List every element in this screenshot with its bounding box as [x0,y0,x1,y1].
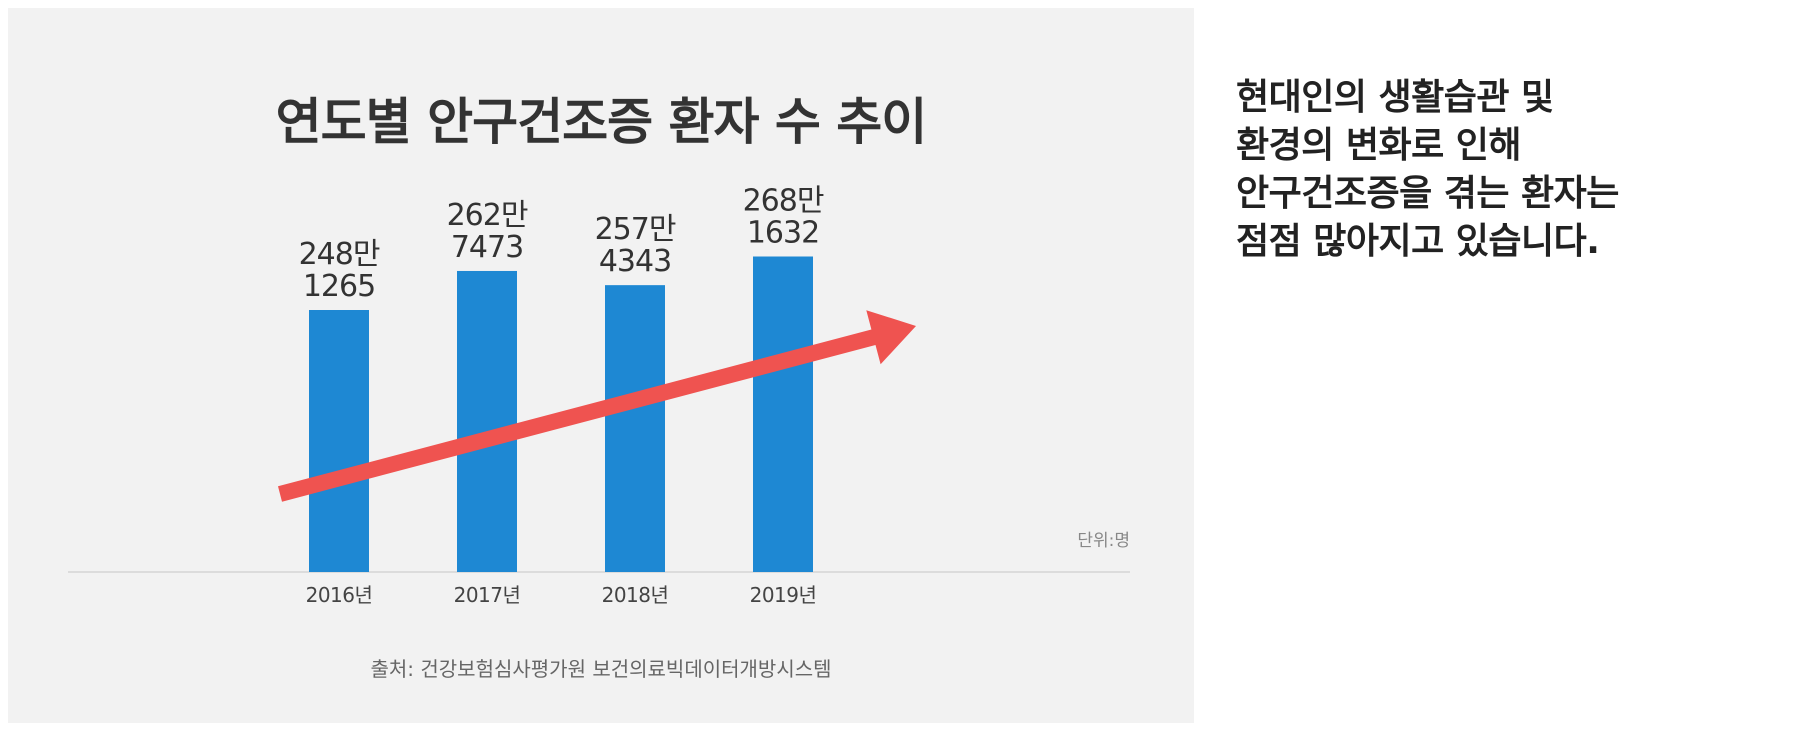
x-tick-label: 2018년 [602,583,669,607]
data-label-line1: 262만 [447,198,528,233]
data-label-line2: 4343 [599,244,671,279]
bar-2016년 [309,310,369,572]
chart-panel: 연도별 안구건조증 환자 수 추이 248만 1265 2016년 262만 7473 2… [8,8,1194,723]
description-line-4: 점점 많아지고 있습니다. [1236,221,1600,262]
x-tick-label: 2019년 [750,583,817,607]
description-text: 현대인의 생활습관 및 환경의 변화로 인해 안구건조증을 겪는 환자는 점점 … [1236,74,1756,266]
bar-2018년 [605,285,665,572]
x-tick-label: 2017년 [454,583,521,607]
unit-label: 단위:명 [1077,531,1130,551]
data-label-line2: 1632 [747,216,819,251]
data-label-line1: 268만 [743,184,824,219]
trend-arrow [278,310,916,502]
description-line-3: 안구건조증을 겪는 환자는 [1236,173,1619,214]
bar-2017년 [457,270,517,572]
data-label-line2: 7473 [451,230,523,265]
chart-title: 연도별 안구건조증 환자 수 추이 [275,93,928,151]
description-line-2: 환경의 변화로 인해 [1236,125,1522,166]
bar-2019년 [753,256,813,572]
data-label-line1: 257만 [595,212,676,247]
data-label-line2: 1265 [303,269,375,304]
description-line-1: 현대인의 생활습관 및 [1236,77,1554,118]
x-tick-label: 2016년 [306,583,373,607]
data-label-line1: 248만 [299,237,380,272]
source-text: 출처: 건강보험심사평가원 보건의료빅데이터개방시스템 [370,657,832,681]
